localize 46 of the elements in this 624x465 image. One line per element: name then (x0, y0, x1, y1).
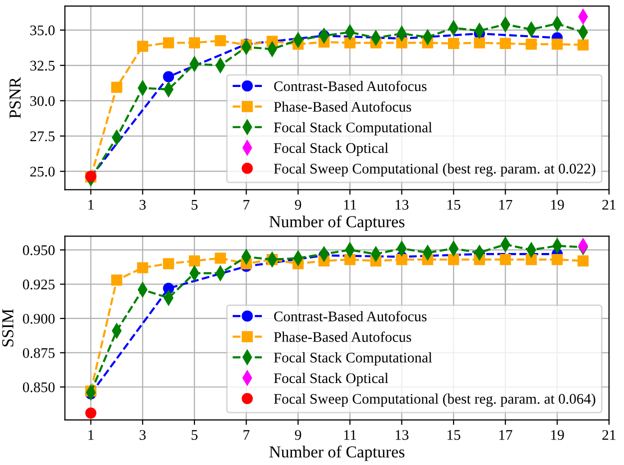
y-tick-label: 27.5 (30, 131, 55, 142)
y-tick-label: 25.0 (30, 166, 55, 177)
y-axis-title: PSNR (10, 77, 21, 118)
x-tick-label: 13 (396, 430, 408, 440)
y-tick-label: 0.850 (22, 382, 55, 392)
legend-label: Focal Stack Computational (274, 122, 432, 136)
x-tick-label: 9 (294, 200, 302, 210)
legend-label: Focal Sweep Computational (best reg. param. at 0.064) (274, 394, 596, 407)
legend-label: Contrast-Based Autofocus (274, 310, 427, 322)
x-tick-label: 21 (602, 200, 616, 210)
y-tick-label: 0.925 (22, 280, 55, 290)
x-tick-label: 19 (551, 200, 564, 210)
x-tick-label: 11 (344, 200, 356, 210)
legend-label: Phase-Based Autofocus (274, 332, 412, 342)
x-tick-label: 19 (551, 430, 564, 440)
legend-label: Focal Stack Optical (274, 142, 388, 156)
x-tick-label: 7 (244, 200, 250, 210)
x-tick-label: 15 (448, 430, 460, 440)
y-tick-label: 0.950 (22, 245, 55, 256)
y-tick-label: 35.0 (30, 25, 55, 36)
y-tick-label: 30.0 (30, 96, 55, 106)
x-axis-title: Number of Captures (269, 215, 404, 231)
x-tick-label: 11 (344, 430, 356, 440)
x-tick-label: 5 (192, 200, 198, 210)
x-tick-label: 15 (448, 200, 460, 210)
x-tick-label: 3 (140, 200, 146, 210)
x-tick-label: 21 (602, 430, 616, 440)
x-tick-label: 1 (88, 430, 94, 440)
y-tick-label: 0.875 (22, 348, 55, 358)
x-tick-label: 17 (499, 200, 512, 210)
legend-label: Focal Sweep Computational (best reg. param. at 0.022) (274, 163, 596, 177)
x-tick-label: 17 (499, 430, 512, 440)
legend-label: Focal Stack Computational (274, 352, 432, 366)
legend-label: Contrast-Based Autofocus (274, 80, 427, 92)
x-tick-label: 9 (294, 430, 302, 440)
y-tick-label: 0.900 (22, 314, 55, 324)
x-tick-label: 13 (396, 200, 408, 210)
x-tick-label: 5 (192, 430, 198, 440)
legend-label: Focal Stack Optical (274, 372, 388, 386)
x-tick-label: 1 (88, 200, 94, 210)
y-axis-title: SSIM (2, 309, 14, 346)
x-tick-label: 3 (140, 430, 146, 440)
y-tick-label: 32.5 (30, 60, 55, 71)
x-axis-title: Number of Captures (269, 446, 404, 461)
legend-label: Phase-Based Autofocus (274, 101, 412, 112)
x-tick-label: 7 (244, 430, 250, 440)
